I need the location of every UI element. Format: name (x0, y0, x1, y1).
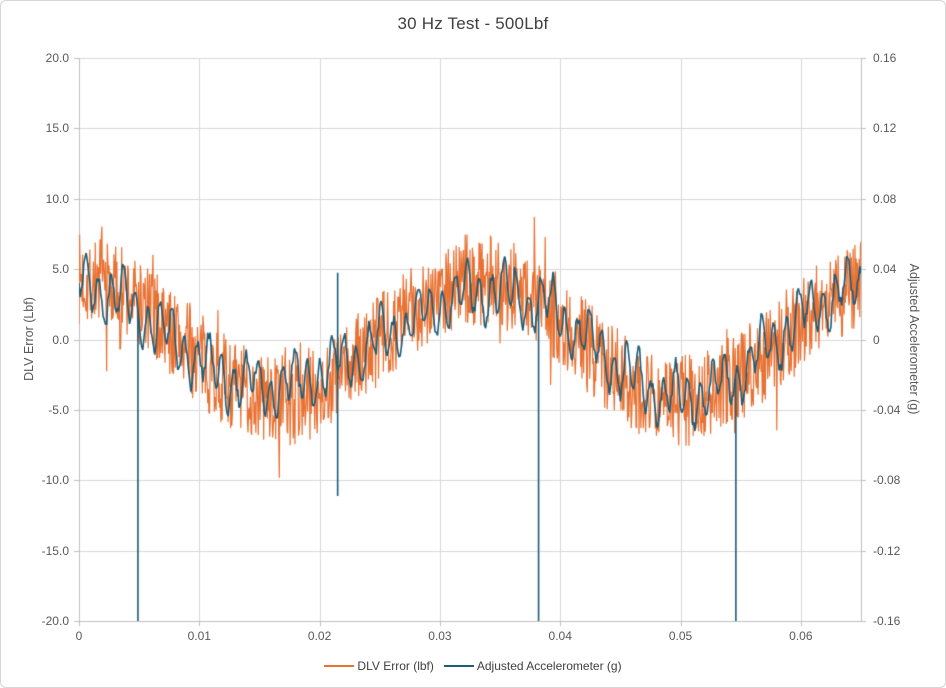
y-left-tick-label: -5.0 (48, 402, 69, 417)
y-left-tick-label: -10.0 (41, 473, 69, 488)
x-axis-tick-label: 0.02 (307, 629, 332, 643)
y-left-tick-label: 15.0 (45, 121, 69, 136)
y-left-tick-label: -20.0 (41, 614, 69, 628)
legend-swatch-line (443, 665, 474, 667)
y-right-tick-label: -0.04 (873, 402, 901, 417)
y-right-tick-label: -0.12 (873, 543, 901, 558)
legend: DLV Error (lbf) Adjusted Accelerometer (g… (1, 659, 945, 673)
x-axis-tick-label: 0.03 (428, 629, 452, 643)
x-axis-tick-label: 0.05 (668, 629, 693, 643)
y-right-tick-label: 0.04 (873, 262, 897, 277)
legend-item: Adjusted Accelerometer (g) (443, 659, 622, 673)
x-axis-tick-label: 0.06 (789, 629, 813, 643)
y-left-tick-label: 5.0 (52, 262, 69, 277)
legend-swatch-line (324, 665, 355, 667)
legend-item: DLV Error (lbf) (324, 659, 434, 673)
y-right-tick-label: 0.16 (873, 51, 897, 65)
x-axis-tick-label: 0 (75, 629, 83, 643)
y-left-tick-label: -15.0 (41, 543, 69, 558)
y-right-tick-label: -0.16 (873, 614, 901, 628)
chart-title: 30 Hz Test - 500Lbf (397, 14, 549, 33)
y-right-axis-title: Adjusted Accelerometer (g) (907, 263, 921, 415)
y-right-tick-label: 0.12 (873, 121, 897, 136)
y-left-tick-label: 20.0 (45, 51, 69, 65)
y-right-tick-label: 0.08 (873, 191, 897, 206)
x-axis-tick-label: 0.04 (548, 629, 572, 643)
y-left-tick-label: 10.0 (45, 191, 69, 206)
x-axis-tick-label: 0.01 (187, 629, 211, 643)
y-right-tick-label: -0.08 (873, 473, 901, 488)
legend-label: DLV Error (lbf) (357, 659, 434, 673)
y-right-tick-label: 0 (873, 332, 880, 347)
legend-label: Adjusted Accelerometer (g) (476, 659, 622, 673)
y-left-tick-label: 0.0 (52, 332, 69, 347)
y-left-axis-title: DLV Error (Lbf) (22, 297, 36, 381)
